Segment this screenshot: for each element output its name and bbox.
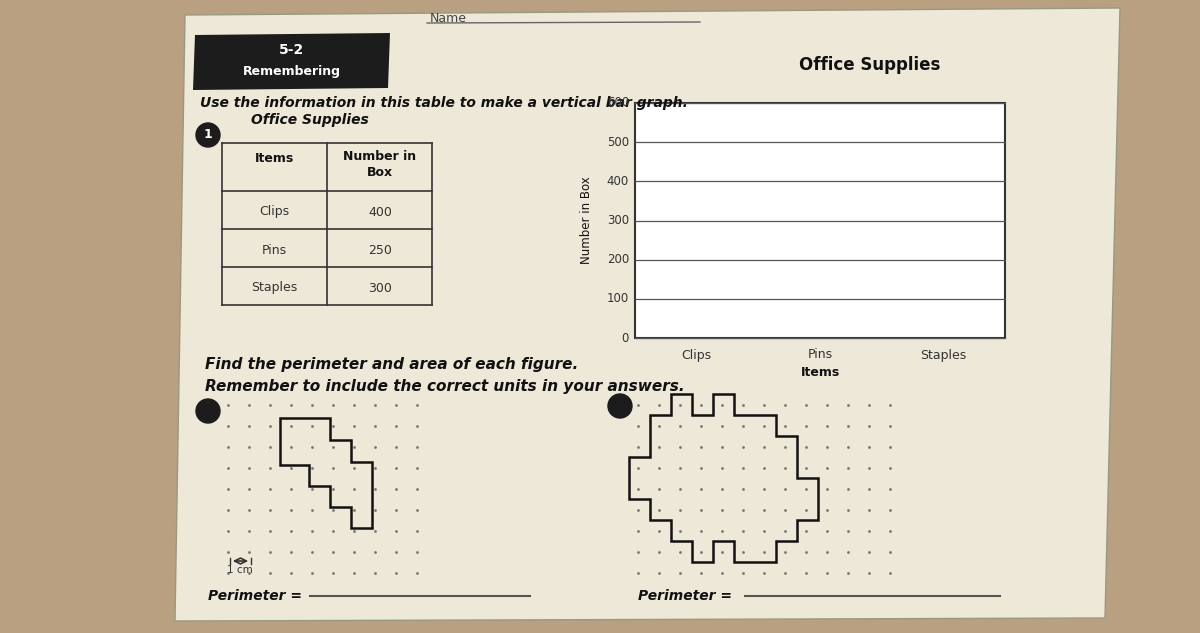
Text: Remembering: Remembering	[242, 65, 341, 77]
Text: 400: 400	[368, 206, 392, 218]
Circle shape	[196, 399, 220, 423]
Text: 2: 2	[204, 404, 212, 418]
Text: Number in: Number in	[343, 151, 416, 163]
Text: Office Supplies: Office Supplies	[251, 113, 368, 127]
Text: Perimeter =: Perimeter =	[638, 589, 732, 603]
Circle shape	[196, 123, 220, 147]
Text: Number in Box: Number in Box	[581, 177, 594, 265]
Text: Office Supplies: Office Supplies	[799, 56, 941, 74]
Text: 300: 300	[607, 214, 629, 227]
Text: 200: 200	[607, 253, 629, 266]
Text: 500: 500	[607, 135, 629, 149]
Text: Items: Items	[800, 365, 840, 379]
Circle shape	[608, 394, 632, 418]
Text: Clips: Clips	[682, 349, 712, 361]
Text: Staples: Staples	[251, 282, 298, 294]
Text: Box: Box	[367, 166, 394, 180]
Polygon shape	[193, 33, 390, 90]
Text: 1: 1	[204, 128, 212, 142]
Text: 300: 300	[368, 282, 392, 294]
Text: Staples: Staples	[920, 349, 966, 361]
Text: 400: 400	[607, 175, 629, 188]
Text: 5-2: 5-2	[280, 43, 305, 57]
Text: Items: Items	[254, 153, 294, 165]
Text: Remember to include the correct units in your answers.: Remember to include the correct units in…	[205, 379, 685, 394]
Text: Pins: Pins	[808, 349, 833, 361]
Text: 0: 0	[622, 332, 629, 344]
Text: Clips: Clips	[259, 206, 289, 218]
Bar	[635, 103, 1006, 338]
Polygon shape	[175, 8, 1120, 621]
Text: 1 cm: 1 cm	[227, 565, 253, 575]
Text: Pins: Pins	[262, 244, 287, 256]
Text: Perimeter =: Perimeter =	[208, 589, 302, 603]
Text: 100: 100	[607, 292, 629, 305]
Text: 250: 250	[368, 244, 392, 256]
Text: 3: 3	[616, 399, 624, 413]
Text: 600: 600	[607, 96, 629, 110]
Text: Name: Name	[430, 13, 467, 25]
Text: Find the perimeter and area of each figure.: Find the perimeter and area of each figu…	[205, 358, 578, 372]
Text: Use the information in this table to make a vertical bar graph.: Use the information in this table to mak…	[200, 96, 688, 110]
